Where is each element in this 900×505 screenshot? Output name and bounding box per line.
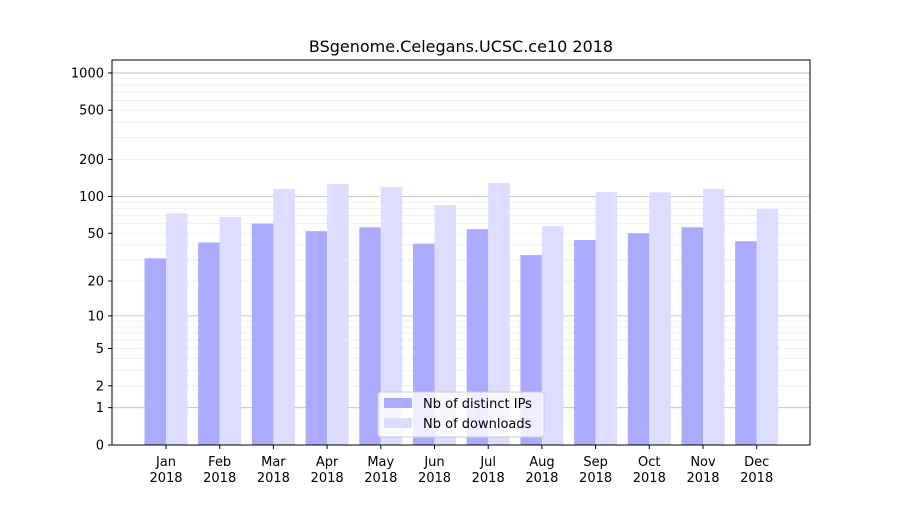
y-tick-label: 0 — [96, 439, 104, 454]
x-tick-label: Aug — [529, 455, 554, 470]
x-tick-label: 2018 — [418, 471, 451, 486]
x-tick-label: Dec — [744, 455, 769, 470]
bar-distinct-ips — [574, 240, 596, 445]
plot-frame — [111, 59, 811, 446]
y-tick-label: 200 — [79, 153, 104, 168]
bar-distinct-ips — [251, 223, 274, 445]
bar-downloads — [327, 184, 349, 445]
x-tick-label: May — [367, 455, 394, 470]
x-tick-label: Apr — [316, 455, 339, 470]
chart-title: BSgenome.Celegans.UCSC.ce10 2018 — [309, 37, 613, 56]
x-tick-label: 2018 — [740, 471, 773, 486]
x-tick-label: Sep — [583, 455, 608, 470]
x-tick-label: 2018 — [686, 471, 719, 486]
x-tick-label: Jul — [479, 455, 496, 470]
bar-downloads — [219, 216, 242, 445]
x-tick-label: 2018 — [203, 471, 236, 486]
bar-distinct-ips — [735, 241, 757, 445]
bar-downloads — [756, 209, 779, 445]
bars — [144, 182, 779, 445]
bar-distinct-ips — [627, 233, 650, 445]
legend-label: Nb of distinct IPs — [423, 397, 532, 412]
bar-distinct-ips — [681, 227, 703, 445]
bar-downloads — [273, 189, 295, 445]
bar-downloads — [703, 189, 725, 445]
x-tick-label: 2018 — [633, 471, 666, 486]
x-tick-label: 2018 — [149, 471, 182, 486]
y-tick-label: 20 — [87, 275, 104, 290]
bar-downloads — [380, 187, 403, 445]
x-tick-label: 2018 — [311, 471, 344, 486]
x-tick-label: Mar — [261, 455, 286, 470]
y-axis: 0 1 2 5 10 20 50 100 200 500 1000 — [71, 66, 112, 454]
y-tick-label: 5 — [96, 342, 104, 357]
x-tick-label: Jun — [423, 455, 444, 470]
x-tick-label: 2018 — [364, 471, 397, 486]
x-tick-label: Oct — [638, 455, 660, 470]
y-tick-label: 1000 — [71, 66, 104, 81]
y-tick-label: 50 — [87, 227, 104, 242]
bar-distinct-ips — [359, 227, 381, 445]
bar-distinct-ips — [466, 229, 489, 445]
bar-downloads — [541, 226, 564, 445]
y-tick-label: 1 — [96, 401, 104, 416]
bar-distinct-ips — [144, 258, 166, 445]
x-tick-label: 2018 — [472, 471, 505, 486]
y-tick-label: 2 — [96, 379, 104, 394]
legend: Nb of distinct IPs Nb of downloads — [377, 391, 545, 438]
x-tick-label: 2018 — [579, 471, 612, 486]
bar-distinct-ips — [305, 231, 328, 445]
legend-label: Nb of downloads — [423, 417, 532, 432]
bar-downloads — [166, 213, 188, 445]
bar-distinct-ips — [198, 242, 220, 445]
x-tick-label: Feb — [208, 455, 231, 470]
x-tick-label: 2018 — [257, 471, 290, 486]
y-tick-label: 500 — [79, 104, 104, 119]
legend-box — [377, 391, 545, 438]
bar-downloads — [595, 191, 618, 445]
y-tick-label: 10 — [87, 309, 104, 324]
legend-swatch — [384, 418, 412, 428]
bar-downloads — [434, 205, 456, 445]
bar-downloads — [488, 182, 510, 445]
legend-swatch — [384, 398, 412, 408]
x-axis: Jan2018Feb2018Mar2018Apr2018May2018Jun20… — [149, 445, 773, 486]
bar-downloads — [649, 192, 671, 445]
x-tick-label: Nov — [690, 455, 716, 470]
x-tick-label: 2018 — [525, 471, 558, 486]
x-tick-label: Jan — [155, 455, 176, 470]
y-tick-label: 100 — [79, 190, 104, 205]
